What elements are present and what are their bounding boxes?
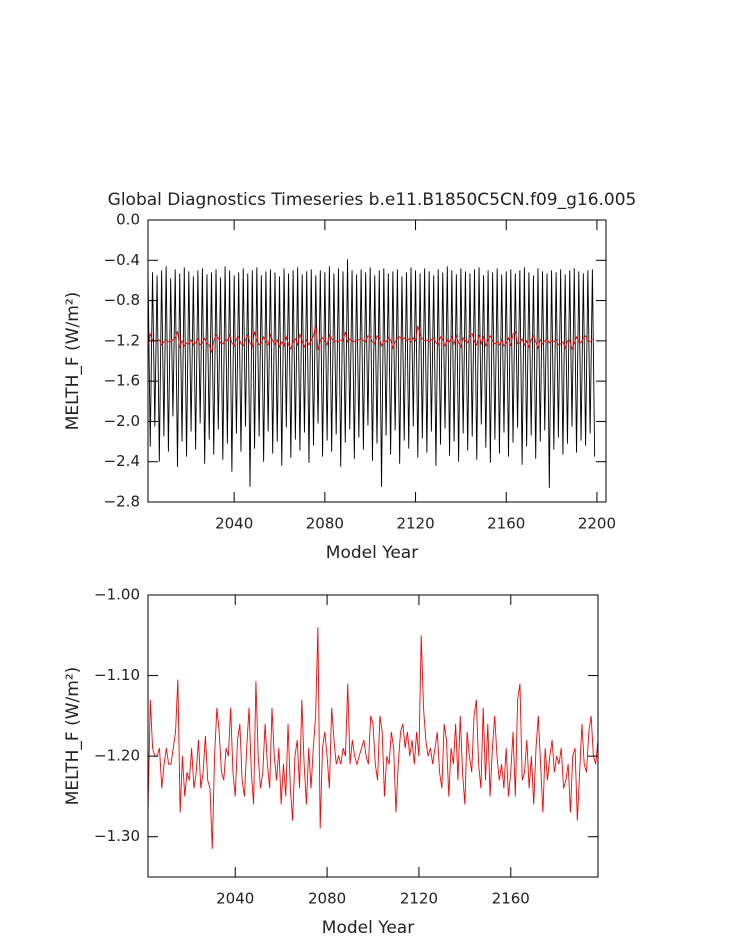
y-tick-label: −1.00 — [94, 586, 140, 604]
x-tick-label: 2160 — [487, 515, 525, 533]
y-tick-label: 0.0 — [116, 211, 140, 229]
x-tick-label: 2160 — [492, 890, 530, 908]
chart-title: Global Diagnostics Timeseries b.e11.B185… — [108, 190, 637, 210]
y-tick-label: −2.0 — [104, 412, 140, 430]
y-tick-label: −1.2 — [104, 331, 140, 349]
plot-frame — [147, 219, 607, 503]
y-tick-label: −0.4 — [104, 251, 140, 269]
x-tick-label: 2080 — [308, 890, 346, 908]
x-tick-label: 2080 — [306, 515, 344, 533]
x-axis-label: Model Year — [326, 543, 418, 563]
data-line — [148, 259, 596, 488]
x-tick-label: 2120 — [396, 515, 434, 533]
y-axis-label: MELTH_F (W/m²) — [63, 667, 83, 806]
y-tick-label: −1.20 — [94, 747, 140, 765]
x-tick-label: 2120 — [400, 890, 438, 908]
y-tick-label: −2.4 — [104, 452, 140, 470]
y-tick-label: −1.6 — [104, 372, 140, 390]
y-tick-label: −0.8 — [104, 291, 140, 309]
x-axis-label: Model Year — [322, 918, 414, 938]
y-tick-label: −1.30 — [94, 827, 140, 845]
data-line — [148, 627, 598, 849]
y-tick-label: −1.10 — [94, 666, 140, 684]
y-tick-label: −2.8 — [104, 493, 140, 511]
x-tick-label: 2040 — [215, 515, 253, 533]
x-tick-label: 2040 — [216, 890, 254, 908]
y-axis-label: MELTH_F (W/m²) — [63, 292, 83, 431]
plot-frame — [147, 594, 599, 878]
x-tick-label: 2200 — [578, 515, 616, 533]
data-line — [148, 324, 593, 353]
